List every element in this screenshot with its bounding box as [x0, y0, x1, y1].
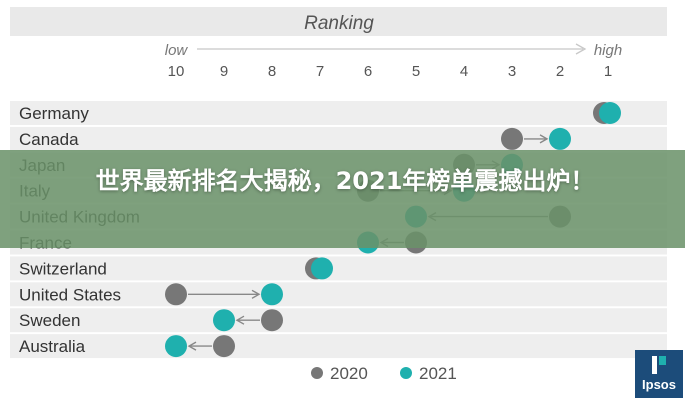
tick-label: 9 — [220, 63, 228, 80]
tick-label: 5 — [412, 63, 420, 80]
dot-2020 — [213, 335, 235, 358]
legend-2020-dot — [311, 367, 323, 379]
country-label: Canada — [19, 130, 79, 149]
row-band — [10, 256, 667, 281]
title-bar — [10, 7, 667, 36]
change-arrow-head — [539, 134, 549, 144]
tick-label: 2 — [556, 63, 564, 80]
change-arrow-head — [251, 289, 261, 299]
row-band — [10, 101, 667, 125]
country-label: Germany — [19, 104, 89, 123]
tick-label: 10 — [168, 63, 185, 80]
row-band — [10, 282, 667, 307]
legend-2021-label: 2021 — [419, 364, 457, 383]
ipsos-logo: Ipsos — [635, 350, 683, 398]
dot-2020 — [165, 283, 187, 306]
tick-label: 6 — [364, 63, 372, 80]
legend-2020-label: 2020 — [330, 364, 368, 383]
headline-text: 世界最新排名大揭秘，2021年榜单震撼出炉！ — [95, 167, 595, 195]
chart-title: Ranking — [304, 13, 374, 34]
tick-label: 1 — [604, 63, 612, 80]
dot-2021 — [311, 257, 333, 280]
dot-2021 — [213, 309, 235, 332]
tick-label: 3 — [508, 63, 516, 80]
tick-label: 4 — [460, 63, 468, 80]
change-arrow-head — [235, 315, 245, 325]
dot-2021 — [599, 102, 621, 124]
axis-low-label: low — [165, 42, 189, 59]
logo-mark-icon — [652, 356, 666, 374]
change-arrow-head — [187, 341, 197, 351]
axis-high-label: high — [594, 42, 622, 59]
dot-2020 — [261, 309, 283, 332]
row-band — [10, 308, 667, 333]
tick-label: 7 — [316, 63, 324, 80]
dot-2021 — [261, 283, 283, 306]
country-label: Sweden — [19, 311, 80, 330]
country-label: United States — [19, 285, 121, 304]
country-label: Switzerland — [19, 259, 107, 278]
dot-2021 — [165, 335, 187, 358]
tick-labels: 10 9 8 7 6 5 4 3 2 1 — [168, 63, 613, 80]
row-band — [10, 334, 667, 359]
logo-text: Ipsos — [642, 377, 676, 392]
dot-2021 — [549, 127, 571, 150]
legend: 2020 2021 — [311, 364, 457, 383]
axis-arrow-head — [575, 43, 587, 55]
dot-2020 — [501, 127, 523, 150]
country-label: Australia — [19, 337, 86, 356]
tick-label: 8 — [268, 63, 276, 80]
row-band — [10, 126, 667, 151]
legend-2021-dot — [400, 367, 412, 379]
headline-banner: 世界最新排名大揭秘，2021年榜单震撼出炉！ — [0, 150, 685, 248]
